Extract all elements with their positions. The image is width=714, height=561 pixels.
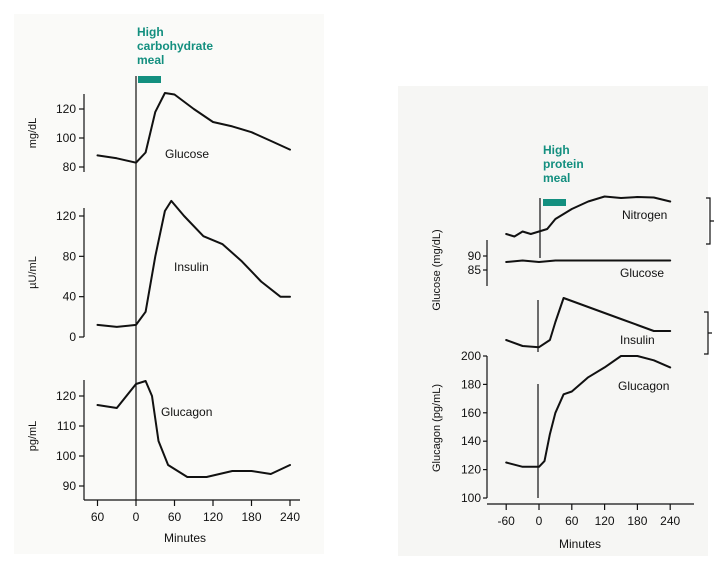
x-tick-label-right-2: 60 — [565, 514, 579, 528]
x-tick-label-right-4: 180 — [627, 514, 647, 528]
y-tick-label-right-glucagon-4: 180 — [461, 377, 481, 391]
meal-annotation-right-2: meal — [543, 171, 570, 185]
meal-annotation-right-1: protein — [543, 157, 584, 171]
x-tick-label-left-1: 0 — [133, 510, 140, 524]
y-tick-label-left-1-0: 0 — [69, 330, 76, 344]
meal-duration-bar-left — [138, 76, 161, 83]
y-tick-label-left-2-0: 90 — [63, 479, 77, 493]
series-line-right-glucagon — [505, 355, 672, 468]
series-line-left-insulin — [96, 199, 291, 328]
y-tick-label-left-0-2: 120 — [56, 102, 76, 116]
y-tick-label-right-glucose-1: 90 — [468, 249, 482, 263]
y-tick-label-left-1-3: 120 — [56, 209, 76, 223]
y-tick-label-right-glucagon-5: 200 — [461, 349, 481, 363]
x-tick-label-left-3: 120 — [203, 510, 223, 524]
series-line-left-glucose — [96, 92, 291, 164]
y-tick-label-right-glucagon-2: 140 — [461, 434, 481, 448]
left-panel-background — [14, 14, 324, 554]
y-tick-label-left-2-3: 120 — [56, 389, 76, 403]
series-line-right-insulin — [505, 297, 672, 349]
meal-annotation-left-2: meal — [137, 53, 164, 67]
y-axis-label-right-glucagon: Glucagon (pg/mL) — [431, 384, 443, 472]
series-label-left-glucagon: Glucagon — [161, 405, 212, 419]
series-line-right-glucose — [505, 259, 672, 263]
series-label-right-nitrogen: Nitrogen — [622, 208, 667, 222]
x-tick-label-right-1: 0 — [536, 514, 543, 528]
x-tick-label-right-3: 120 — [595, 514, 615, 528]
series-label-right-glucagon: Glucagon — [618, 379, 669, 393]
y-tick-label-left-0-0: 80 — [63, 160, 77, 174]
meal-annotation-left-0: High — [137, 25, 164, 39]
y-axis-label-left-1: µU/mL — [27, 256, 39, 289]
series-line-right-nitrogen — [505, 195, 672, 238]
series-label-left-glucose: Glucose — [165, 147, 209, 161]
x-tick-label-right-0: -60 — [498, 514, 516, 528]
x-axis-title-left: Minutes — [164, 531, 206, 545]
y-axis-label-right-glucose: Glucose (mg/dL) — [431, 229, 443, 310]
meal-annotation-left-1: carbohydrate — [137, 39, 213, 53]
x-axis-title-right: Minutes — [559, 537, 601, 551]
series-label-left-insulin: Insulin — [174, 260, 209, 274]
y-tick-label-right-glucose-0: 85 — [468, 263, 482, 277]
y-axis-label-left-0: mg/dL — [27, 118, 39, 149]
y-tick-label-right-glucagon-0: 100 — [461, 491, 481, 505]
y-axis-label-left-2: pg/mL — [27, 421, 39, 452]
x-tick-label-right-5: 240 — [660, 514, 680, 528]
y-tick-label-left-0-1: 100 — [56, 131, 76, 145]
right-panel-background — [398, 86, 708, 556]
y-tick-label-left-1-2: 80 — [63, 249, 77, 263]
y-tick-label-left-1-1: 40 — [63, 290, 77, 304]
x-tick-label-left-2: 60 — [168, 510, 182, 524]
series-label-right-insulin: Insulin — [620, 333, 655, 347]
y-tick-label-right-glucagon-1: 120 — [461, 463, 481, 477]
y-tick-label-right-glucagon-3: 160 — [461, 406, 481, 420]
y-tick-label-left-2-1: 100 — [56, 449, 76, 463]
insulin-scale-bracket — [704, 311, 712, 355]
series-line-left-glucagon — [96, 380, 291, 478]
x-tick-label-left-0: 60 — [91, 510, 105, 524]
meal-annotation-right-0: High — [543, 143, 570, 157]
nitrogen-scale-bracket — [706, 197, 714, 245]
y-tick-label-left-2-2: 110 — [57, 419, 76, 433]
meal-duration-bar-right — [543, 199, 566, 206]
x-tick-label-left-4: 180 — [241, 510, 261, 524]
series-label-right-glucose: Glucose — [620, 266, 664, 280]
x-tick-label-left-5: 240 — [280, 510, 300, 524]
